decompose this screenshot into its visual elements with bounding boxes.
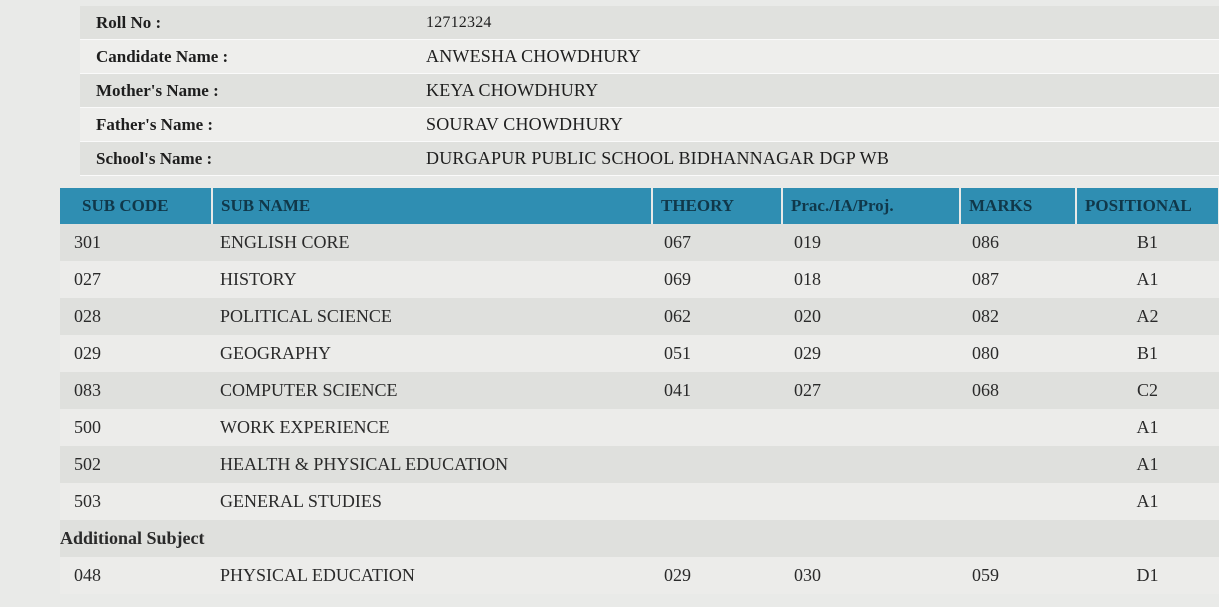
- marks-cell: 080: [960, 335, 1076, 372]
- sub-name-cell: PHYSICAL EDUCATION: [212, 557, 652, 594]
- marks-cell: 086: [960, 224, 1076, 261]
- table-row: 029 GEOGRAPHY 051 029 080 B1: [60, 335, 1219, 372]
- grade-cell: B1: [1076, 335, 1219, 372]
- candidate-name-value: ANWESHA CHOWDHURY: [426, 46, 641, 66]
- sub-code-cell: 301: [60, 224, 212, 261]
- roll-no-value: 12712324: [426, 13, 492, 31]
- practical-cell: [782, 483, 960, 520]
- sub-name-cell: HISTORY: [212, 261, 652, 298]
- marks-cell: [960, 446, 1076, 483]
- info-row-school-name: School's Name : DURGAPUR PUBLIC SCHOOL B…: [80, 142, 1219, 176]
- school-name-value: DURGAPUR PUBLIC SCHOOL BIDHANNAGAR DGP W…: [426, 148, 890, 168]
- sub-code-cell: 503: [60, 483, 212, 520]
- theory-cell: 051: [652, 335, 782, 372]
- father-name-value: SOURAV CHOWDHURY: [426, 114, 624, 134]
- practical-cell: 018: [782, 261, 960, 298]
- sub-code-cell: 500: [60, 409, 212, 446]
- sub-name-cell: GENERAL STUDIES: [212, 483, 652, 520]
- practical-cell: 029: [782, 335, 960, 372]
- marks-cell: 059: [960, 557, 1076, 594]
- header-sub-code: SUB CODE: [60, 188, 213, 224]
- grade-cell: A2: [1076, 298, 1219, 335]
- father-name-label: Father's Name :: [96, 114, 214, 134]
- marks-cell: 082: [960, 298, 1076, 335]
- theory-cell: 069: [652, 261, 782, 298]
- theory-cell: [652, 409, 782, 446]
- sub-name-cell: HEALTH & PHYSICAL EDUCATION: [212, 446, 652, 483]
- theory-cell: 041: [652, 372, 782, 409]
- grade-cell: B1: [1076, 224, 1219, 261]
- candidate-name-label: Candidate Name :: [96, 46, 229, 66]
- practical-cell: [782, 409, 960, 446]
- theory-cell: 062: [652, 298, 782, 335]
- theory-cell: [652, 483, 782, 520]
- theory-cell: 029: [652, 557, 782, 594]
- sub-name-cell: WORK EXPERIENCE: [212, 409, 652, 446]
- header-theory: THEORY: [652, 188, 783, 224]
- info-row-mother-name: Mother's Name : KEYA CHOWDHURY: [80, 74, 1219, 108]
- table-row: 048 PHYSICAL EDUCATION 029 030 059 D1: [60, 557, 1219, 594]
- sub-name-cell: COMPUTER SCIENCE: [212, 372, 652, 409]
- sub-code-cell: 029: [60, 335, 212, 372]
- grade-cell: A1: [1076, 261, 1219, 298]
- info-row-roll-no: Roll No : 12712324: [80, 6, 1219, 40]
- school-name-label: School's Name :: [96, 148, 213, 168]
- practical-cell: 020: [782, 298, 960, 335]
- sub-code-cell: 048: [60, 557, 212, 594]
- marks-table: SUB CODE SUB NAME THEORY Prac./IA/Proj. …: [60, 188, 1219, 594]
- sub-name-cell: GEOGRAPHY: [212, 335, 652, 372]
- header-positional-grade: POSITIONAL: [1076, 188, 1219, 224]
- table-row: 028 POLITICAL SCIENCE 062 020 082 A2: [60, 298, 1219, 335]
- sub-code-cell: 083: [60, 372, 212, 409]
- mother-name-label: Mother's Name :: [96, 80, 219, 100]
- sub-code-cell: 027: [60, 261, 212, 298]
- roll-no-label: Roll No :: [96, 12, 162, 32]
- table-row: 027 HISTORY 069 018 087 A1: [60, 261, 1219, 298]
- marks-cell: 087: [960, 261, 1076, 298]
- marks-cell: [960, 483, 1076, 520]
- additional-subject-heading: Additional Subject: [60, 520, 1219, 557]
- additional-subject-row: Additional Subject: [60, 520, 1219, 557]
- sub-code-cell: 028: [60, 298, 212, 335]
- candidate-info: Roll No : 12712324 Candidate Name : ANWE…: [80, 6, 1219, 176]
- table-row: 500 WORK EXPERIENCE A1: [60, 409, 1219, 446]
- marks-cell: 068: [960, 372, 1076, 409]
- table-header-row: SUB CODE SUB NAME THEORY Prac./IA/Proj. …: [60, 188, 1219, 224]
- sub-code-cell: 502: [60, 446, 212, 483]
- grade-cell: C2: [1076, 372, 1219, 409]
- sub-name-cell: POLITICAL SCIENCE: [212, 298, 652, 335]
- practical-cell: 019: [782, 224, 960, 261]
- mother-name-value: KEYA CHOWDHURY: [426, 80, 599, 100]
- practical-cell: [782, 446, 960, 483]
- header-sub-name: SUB NAME: [212, 188, 653, 224]
- sub-name-cell: ENGLISH CORE: [212, 224, 652, 261]
- table-row: 503 GENERAL STUDIES A1: [60, 483, 1219, 520]
- header-practical: Prac./IA/Proj.: [782, 188, 961, 224]
- table-row: 083 COMPUTER SCIENCE 041 027 068 C2: [60, 372, 1219, 409]
- theory-cell: 067: [652, 224, 782, 261]
- grade-cell: A1: [1076, 446, 1219, 483]
- grade-cell: A1: [1076, 483, 1219, 520]
- info-row-father-name: Father's Name : SOURAV CHOWDHURY: [80, 108, 1219, 142]
- header-marks: MARKS: [960, 188, 1077, 224]
- marks-cell: [960, 409, 1076, 446]
- table-row: 502 HEALTH & PHYSICAL EDUCATION A1: [60, 446, 1219, 483]
- grade-cell: A1: [1076, 409, 1219, 446]
- table-row: 301 ENGLISH CORE 067 019 086 B1: [60, 224, 1219, 261]
- practical-cell: 030: [782, 557, 960, 594]
- grade-cell: D1: [1076, 557, 1219, 594]
- info-row-candidate-name: Candidate Name : ANWESHA CHOWDHURY: [80, 40, 1219, 74]
- theory-cell: [652, 446, 782, 483]
- practical-cell: 027: [782, 372, 960, 409]
